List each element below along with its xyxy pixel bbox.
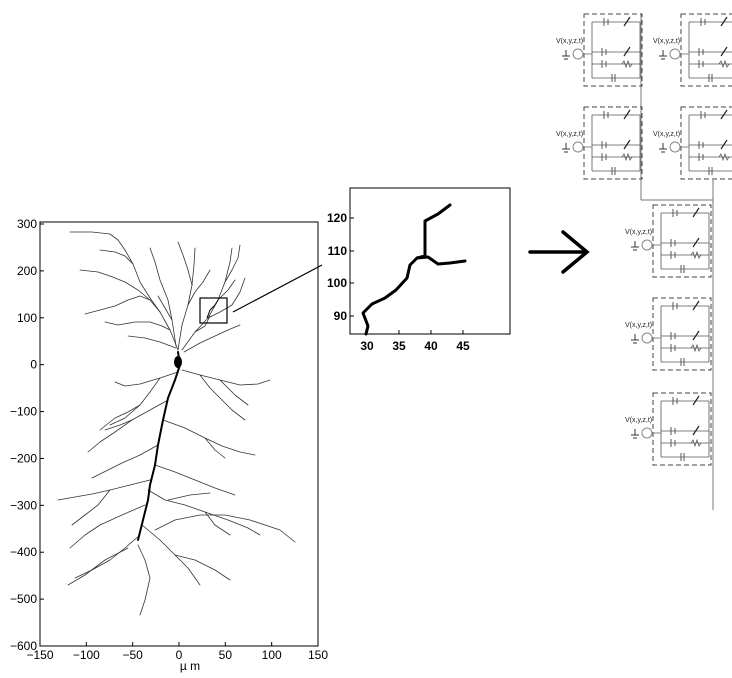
neuron-y-tick-label: −100	[10, 405, 37, 419]
voltage-source-icon	[669, 48, 681, 60]
node-voltage-label: V(x,y,z,t)	[625, 417, 652, 424]
circuit-compartment: V(x,y,z,t)	[653, 13, 732, 87]
zoom-y-tick-label: 110	[328, 244, 348, 258]
variable-resistor-icon	[692, 330, 700, 341]
variable-resistor-icon	[720, 109, 728, 120]
variable-resistor-icon	[692, 395, 700, 406]
voltage-source-icon	[669, 141, 681, 153]
node-voltage-label: V(x,y,z,t)	[653, 131, 680, 138]
neuron-main-trunk	[137, 351, 182, 541]
neuron-y-tick-label: 0	[30, 358, 37, 372]
zoom-x-axis: 30 35 40 45	[360, 330, 470, 353]
resistor-icon	[690, 343, 702, 353]
variable-resistor-icon	[720, 16, 728, 27]
compartment-boundary	[680, 13, 732, 87]
neuron-y-axis: 300 200 100 0 −100 −200 −300 −400 −500 −600	[10, 217, 44, 653]
neuron-y-tick-label: −200	[10, 451, 37, 465]
compartment-boundary	[652, 297, 712, 371]
right-arrow-icon	[528, 230, 590, 274]
node-voltage-label: V(x,y,z,t)	[625, 229, 652, 236]
variable-resistor-icon	[692, 425, 700, 436]
voltage-source-icon	[641, 427, 653, 439]
compartment-boundary	[583, 13, 643, 87]
neuron-y-tick-label: −400	[10, 545, 37, 559]
variable-resistor-icon	[692, 300, 700, 311]
circuit-compartment: V(x,y,z,t)	[625, 297, 712, 371]
variable-resistor-icon	[720, 46, 728, 57]
compartment-boundary	[680, 106, 732, 180]
neuron-y-tick-label: 300	[17, 217, 37, 231]
circuit-compartment: V(x,y,z,t)	[625, 392, 712, 466]
variable-resistor-icon	[692, 237, 700, 248]
zoom-y-tick-label: 90	[334, 309, 348, 323]
zoom-y-tick-label: 100	[327, 276, 347, 290]
neuron-y-tick-label: −300	[10, 498, 37, 512]
variable-resistor-icon	[692, 207, 700, 218]
neuron-plot-frame	[39, 221, 319, 647]
zoom-x-tick-label: 45	[456, 339, 470, 353]
zoom-x-tick-label: 35	[392, 339, 406, 353]
neuron-soma	[174, 356, 182, 368]
zoom-x-tick-label: 40	[424, 339, 438, 353]
voltage-source-icon	[641, 239, 653, 251]
neuron-y-tick-label: −600	[10, 639, 37, 653]
neuron-morphology-plot: −150 −100 −50 0 50 100 150 3002001000−100−200−…	[10, 217, 328, 673]
zoom-connector-line	[232, 264, 323, 313]
resistor-icon	[718, 152, 730, 162]
zoom-x-tick-label: 30	[360, 339, 374, 353]
compartment-boundary	[583, 106, 643, 180]
neuron-x-tick-label: −50	[122, 648, 143, 662]
circuit-compartments: V(x,y,z,t) V(x,y,z,t) V(x,y,z,t) V(x,y,z,t)…	[556, 13, 732, 466]
zoom-selection-box	[199, 297, 228, 324]
variable-resistor-icon	[720, 139, 728, 150]
neuron-x-tick-label: −150	[26, 648, 53, 662]
variable-resistor-icon	[623, 46, 631, 57]
node-voltage-label: V(x,y,z,t)	[653, 38, 680, 45]
zoom-dendrite-main	[361, 203, 452, 336]
zoom-y-axis: 120 110 100 90	[327, 211, 354, 323]
zoom-dendrite-branch	[415, 255, 467, 266]
circuit-compartment: V(x,y,z,t)	[653, 106, 732, 180]
neuron-y-tick-label: 200	[17, 264, 37, 278]
neuron-x-tick-label: −100	[73, 648, 100, 662]
compartment-boundary	[652, 204, 712, 278]
neuron-x-axis: −150 −100 −50 0 50 100 150	[26, 642, 328, 662]
variable-resistor-icon	[623, 109, 631, 120]
zoom-selection-branch	[206, 299, 219, 319]
zoom-y-tick-label: 120	[327, 211, 347, 225]
variable-resistor-icon	[623, 16, 631, 27]
neuron-y-tick-label: 100	[17, 311, 37, 325]
voltage-source-icon	[641, 332, 653, 344]
zoom-inset-plot: 30 35 40 45 120 110 100 90	[327, 187, 511, 353]
neuron-x-unit-label: µ m	[180, 659, 200, 673]
resistor-icon	[621, 59, 633, 69]
compartment-boundary	[652, 392, 712, 466]
node-voltage-label: V(x,y,z,t)	[625, 322, 652, 329]
voltage-source-icon	[572, 48, 584, 60]
circuit-compartment: V(x,y,z,t)	[556, 13, 643, 87]
variable-resistor-icon	[623, 139, 631, 150]
neuron-dendrites	[57, 231, 296, 616]
voltage-source-icon	[572, 141, 584, 153]
resistor-icon	[690, 438, 702, 448]
circuit-compartment: V(x,y,z,t)	[625, 204, 712, 278]
circuit-compartment: V(x,y,z,t)	[556, 106, 643, 180]
neuron-x-tick-label: 50	[219, 648, 233, 662]
resistor-icon	[718, 59, 730, 69]
resistor-icon	[690, 250, 702, 260]
neuron-x-tick-label: 0	[176, 648, 183, 662]
node-voltage-label: V(x,y,z,t)	[556, 131, 583, 138]
zoom-plot-frame	[349, 187, 511, 335]
neuron-x-tick-label: 150	[308, 648, 328, 662]
resistor-icon	[621, 152, 633, 162]
neuron-y-tick-label: −500	[10, 592, 37, 606]
neuron-x-tick-label: 100	[262, 648, 282, 662]
node-voltage-label: V(x,y,z,t)	[556, 38, 583, 45]
compartment-circuit-diagram: V(x,y,z,t) V(x,y,z,t) V(x,y,z,t) V(x,y,z,t)…	[556, 13, 732, 510]
